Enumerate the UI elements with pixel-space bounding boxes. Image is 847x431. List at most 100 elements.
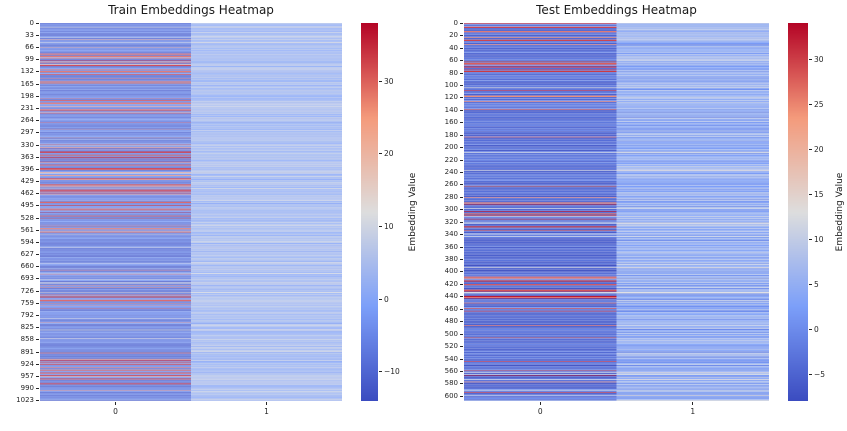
y-tick-label: 300 <box>444 205 458 214</box>
y-tick-mark <box>36 375 39 377</box>
y-tick-mark <box>36 107 39 109</box>
x-tick-mark <box>266 402 267 405</box>
y-tick-label: 891 <box>20 347 34 356</box>
y-tick-mark <box>36 217 39 219</box>
y-tick-mark <box>460 35 463 37</box>
y-tick-label: 600 <box>444 391 458 400</box>
y-tick-label: 726 <box>20 286 34 295</box>
y-tick-mark <box>36 290 39 292</box>
colorbar-tick-mark <box>809 58 812 60</box>
y-tick-label: 825 <box>20 323 34 332</box>
y-tick-mark <box>36 302 39 304</box>
y-tick-mark <box>460 184 463 186</box>
colorbar-tick-mark <box>809 283 812 285</box>
y-tick-mark <box>460 109 463 111</box>
y-tick-label: 858 <box>20 335 34 344</box>
y-tick-label: 759 <box>20 298 34 307</box>
y-tick-label: 500 <box>444 329 458 338</box>
y-tick-mark <box>460 283 463 285</box>
colorbar-tick-mark <box>809 238 812 240</box>
y-tick-label: 363 <box>20 152 34 161</box>
y-tick-mark <box>36 388 39 390</box>
y-tick-label: 99 <box>25 55 34 64</box>
y-tick-mark <box>36 47 39 49</box>
colorbar-tick-mark <box>809 373 812 375</box>
y-tick-mark <box>460 209 463 211</box>
y-tick-mark <box>36 339 39 341</box>
train-heatmap-image <box>40 23 342 401</box>
test-heatmap-title: Test Embeddings Heatmap <box>536 3 697 17</box>
y-tick-label: 792 <box>20 311 34 320</box>
y-tick-label: 264 <box>20 116 34 125</box>
y-tick-mark <box>36 400 39 402</box>
y-tick-label: 20 <box>449 31 458 40</box>
x-tick-label: 1 <box>264 407 269 416</box>
y-tick-mark <box>460 122 463 124</box>
y-tick-label: 957 <box>20 371 34 380</box>
colorbar-tick-label: 15 <box>814 189 824 199</box>
y-tick-mark <box>460 395 463 397</box>
y-tick-label: 627 <box>20 250 34 259</box>
y-tick-label: 297 <box>20 128 34 137</box>
x-tick-label: 0 <box>537 407 543 416</box>
y-tick-mark <box>460 147 463 149</box>
y-tick-label: 660 <box>20 262 34 271</box>
y-tick-mark <box>460 346 463 348</box>
y-tick-label: 429 <box>20 177 34 186</box>
colorbar-tick-mark <box>379 80 382 82</box>
y-tick-label: 480 <box>444 317 458 326</box>
colorbar-tick-label: −5 <box>814 369 826 379</box>
colorbar-tick-mark <box>809 193 812 195</box>
y-tick-mark <box>36 315 39 317</box>
y-tick-label: 231 <box>20 103 34 112</box>
colorbar-tick-label: 25 <box>814 99 824 109</box>
x-tick-label: 0 <box>113 407 118 416</box>
y-tick-label: 560 <box>444 366 458 375</box>
y-tick-label: 520 <box>444 342 458 351</box>
y-tick-label: 495 <box>20 201 34 210</box>
y-tick-label: 33 <box>25 30 34 39</box>
colorbar-tick-label: 20 <box>384 149 394 159</box>
y-tick-label: 198 <box>20 91 34 100</box>
y-tick-mark <box>36 241 39 243</box>
y-tick-label: 420 <box>444 279 458 288</box>
y-tick-mark <box>460 370 463 372</box>
y-tick-mark <box>36 156 39 158</box>
y-tick-mark <box>460 97 463 99</box>
y-tick-mark <box>460 259 463 261</box>
y-tick-mark <box>460 271 463 273</box>
y-tick-mark <box>36 254 39 256</box>
y-tick-label: 132 <box>20 67 34 76</box>
y-tick-mark <box>460 383 463 385</box>
y-tick-mark <box>460 246 463 248</box>
y-tick-mark <box>460 84 463 86</box>
y-tick-label: 360 <box>444 242 458 251</box>
y-tick-mark <box>36 71 39 73</box>
y-tick-label: 66 <box>25 43 34 52</box>
colorbar-tick-label: −10 <box>384 367 400 377</box>
y-tick-label: 320 <box>444 217 458 226</box>
y-tick-label: 260 <box>444 180 458 189</box>
train-colorbar <box>361 23 378 401</box>
y-tick-label: 40 <box>449 43 458 52</box>
y-tick-label: 396 <box>20 164 34 173</box>
y-tick-mark <box>460 358 463 360</box>
y-tick-mark <box>460 172 463 174</box>
y-tick-mark <box>36 266 39 268</box>
y-tick-label: 1023 <box>16 396 34 405</box>
y-tick-label: 60 <box>449 56 458 65</box>
y-tick-mark <box>36 327 39 329</box>
y-tick-mark <box>460 60 463 62</box>
y-tick-mark <box>36 168 39 170</box>
y-tick-label: 280 <box>444 192 458 201</box>
colorbar-tick-label: 10 <box>384 222 394 232</box>
colorbar-tick-mark <box>379 226 382 228</box>
y-tick-label: 580 <box>444 379 458 388</box>
y-tick-label: 0 <box>29 18 34 27</box>
y-tick-label: 528 <box>20 213 34 222</box>
y-tick-mark <box>36 363 39 365</box>
y-tick-mark <box>460 72 463 74</box>
y-tick-label: 400 <box>444 267 458 276</box>
y-tick-mark <box>460 47 463 49</box>
